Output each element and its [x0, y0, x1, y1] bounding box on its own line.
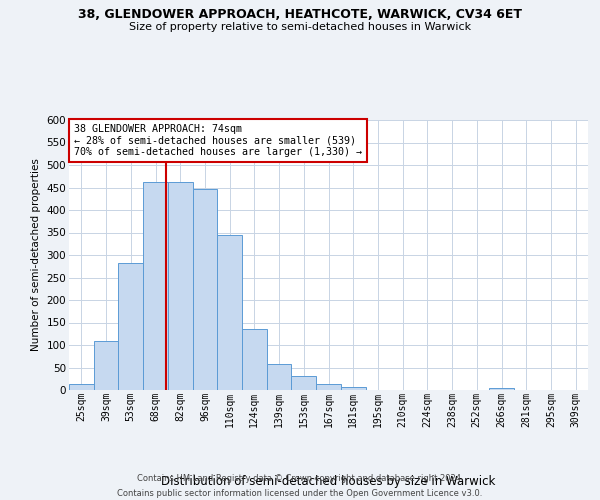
Bar: [118, 262, 143, 390]
Bar: [341, 387, 365, 390]
Bar: [168, 182, 193, 390]
Bar: [489, 388, 514, 390]
Bar: [242, 329, 267, 390]
Bar: [217, 235, 242, 390]
Y-axis label: Number of semi-detached properties: Number of semi-detached properties: [31, 158, 41, 352]
Bar: [143, 182, 168, 390]
Bar: [69, 384, 94, 390]
Text: Size of property relative to semi-detached houses in Warwick: Size of property relative to semi-detach…: [129, 22, 471, 32]
Text: Contains public sector information licensed under the Open Government Licence v3: Contains public sector information licen…: [118, 489, 482, 498]
Bar: [94, 340, 118, 390]
Bar: [292, 376, 316, 390]
X-axis label: Distribution of semi-detached houses by size in Warwick: Distribution of semi-detached houses by …: [161, 475, 496, 488]
Bar: [316, 384, 341, 390]
Text: 38 GLENDOWER APPROACH: 74sqm
← 28% of semi-detached houses are smaller (539)
70%: 38 GLENDOWER APPROACH: 74sqm ← 28% of se…: [74, 124, 362, 157]
Bar: [193, 189, 217, 390]
Text: Contains HM Land Registry data © Crown copyright and database right 2024.: Contains HM Land Registry data © Crown c…: [137, 474, 463, 483]
Bar: [267, 364, 292, 390]
Text: 38, GLENDOWER APPROACH, HEATHCOTE, WARWICK, CV34 6ET: 38, GLENDOWER APPROACH, HEATHCOTE, WARWI…: [78, 8, 522, 20]
